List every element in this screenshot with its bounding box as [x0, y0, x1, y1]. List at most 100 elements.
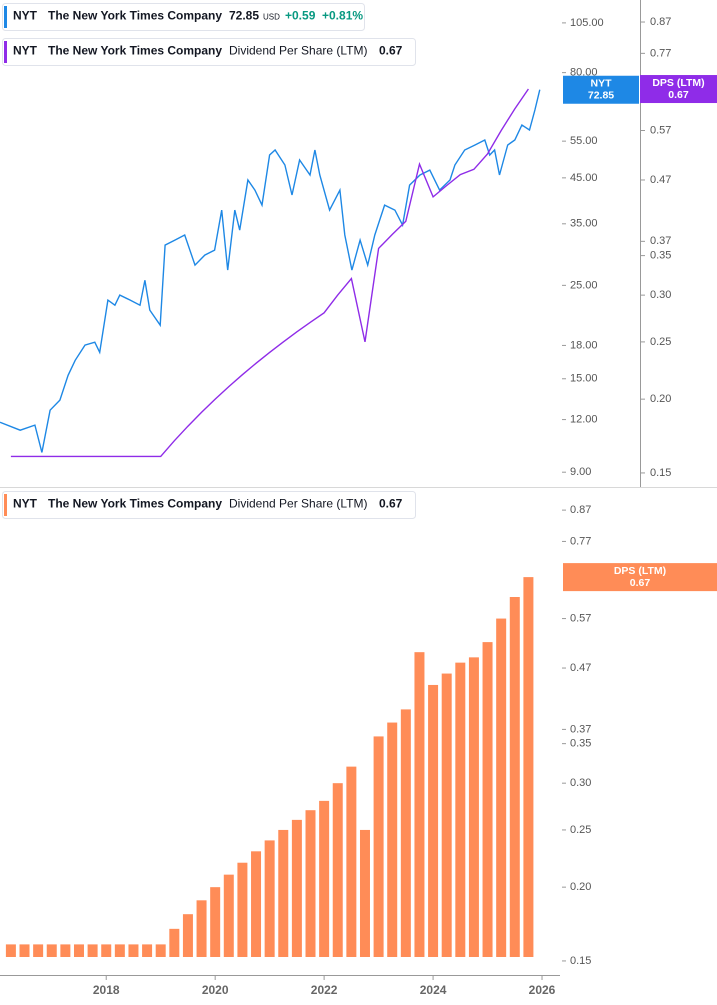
y2-tick-label: 0.25: [650, 336, 671, 348]
bar: [210, 887, 221, 957]
y-tick-label: 0.77: [570, 535, 591, 547]
y2-tick-label: 0.77: [650, 47, 671, 59]
legend-box: [2, 491, 416, 519]
bar: [455, 662, 466, 957]
series-line: [10, 88, 529, 458]
x-tick-label: 2020: [202, 983, 229, 997]
bar: [237, 862, 248, 957]
bar: [182, 914, 193, 957]
bar: [305, 810, 316, 957]
legend-swatch: [4, 41, 7, 63]
x-tick-label: 2018: [93, 983, 120, 997]
y-tick-label: 0.25: [570, 824, 591, 836]
bar: [5, 944, 16, 957]
last-value-tag: [563, 75, 639, 104]
tag-value: 72.85: [588, 90, 614, 102]
y2-tick-label: 0.35: [650, 250, 671, 262]
y2-tick-label: 0.37: [650, 235, 671, 247]
legend-name: The New York Times Company: [48, 9, 222, 23]
y2-tick-label: 0.57: [650, 124, 671, 136]
bar: [332, 783, 343, 957]
y-tick-label: 0.47: [570, 662, 591, 674]
bar: [73, 944, 84, 957]
legend-value: 0.67: [379, 497, 403, 511]
bar: [264, 840, 275, 957]
bar: [319, 800, 330, 957]
legend-change: +0.59: [285, 9, 316, 23]
bar: [346, 766, 357, 957]
legend-swatch: [4, 6, 7, 28]
y-tick-label: 0.15: [570, 955, 591, 967]
bar: [87, 944, 98, 957]
legend-change-percent: +0.81%: [322, 9, 363, 23]
x-tick-label: 2024: [420, 983, 447, 997]
y2-tick-label: 0.87: [650, 16, 671, 28]
last-value-tag: [563, 563, 717, 592]
bar: [400, 709, 411, 957]
bar: [169, 928, 180, 957]
y-tick-label: 45.00: [570, 172, 598, 184]
legend-symbol: NYT: [13, 9, 38, 23]
legend-price: 72.85: [229, 9, 259, 23]
legend-box: [2, 3, 365, 31]
legend-metric: Dividend Per Share (LTM): [229, 44, 368, 58]
bar: [482, 642, 493, 957]
y-tick-label: 15.00: [570, 373, 598, 385]
y-tick-label: 55.00: [570, 135, 598, 147]
y-tick-label: 105.00: [570, 17, 604, 29]
bar: [414, 652, 425, 957]
legend-symbol: NYT: [13, 44, 38, 58]
bar: [509, 597, 520, 957]
bar: [468, 657, 479, 957]
bar: [196, 900, 207, 957]
bar: [155, 944, 166, 957]
legend-name: The New York Times Company: [48, 44, 222, 58]
y-tick-label: 0.87: [570, 504, 591, 516]
y-tick-label: 0.20: [570, 881, 591, 893]
bar: [128, 944, 139, 957]
series-line: [0, 89, 541, 453]
tag-label: NYT: [591, 78, 613, 90]
tag-label: DPS (LTM): [652, 77, 704, 89]
bar: [101, 944, 112, 957]
bar: [278, 829, 289, 957]
legend-swatch: [4, 494, 7, 516]
y-tick-label: 25.00: [570, 279, 598, 291]
bar: [142, 944, 153, 957]
bar: [251, 851, 262, 957]
bar: [441, 673, 452, 957]
legend-metric: Dividend Per Share (LTM): [229, 497, 368, 511]
y-tick-label: 80.00: [570, 67, 598, 79]
bar: [46, 944, 57, 957]
y2-tick-label: 0.15: [650, 467, 671, 479]
bar: [60, 944, 71, 957]
bar: [428, 684, 439, 957]
y-tick-label: 35.00: [570, 218, 598, 230]
y-tick-label: 9.00: [570, 466, 591, 478]
y-tick-label: 18.00: [570, 339, 598, 351]
bar: [33, 944, 44, 957]
legend-currency: USD: [263, 13, 280, 22]
x-tick-label: 2026: [529, 983, 556, 997]
bar: [359, 829, 370, 957]
legend-value: 0.67: [379, 44, 403, 58]
y-tick-label: 12.00: [570, 413, 598, 425]
legend-name: The New York Times Company: [48, 497, 222, 511]
y-tick-label: 0.35: [570, 738, 591, 750]
bar: [291, 819, 302, 957]
legend-box: [2, 38, 416, 66]
bar: [387, 722, 398, 957]
bar: [223, 874, 234, 957]
y-tick-label: 0.30: [570, 777, 591, 789]
y2-tick-label: 0.20: [650, 393, 671, 405]
tag-value: 0.67: [630, 577, 651, 589]
y-tick-label: 0.57: [570, 612, 591, 624]
tag-label: DPS (LTM): [614, 565, 666, 577]
y-tick-label: 0.37: [570, 723, 591, 735]
x-tick-label: 2022: [311, 983, 338, 997]
last-value-tag: [640, 75, 717, 104]
bar: [496, 618, 507, 957]
bar: [114, 944, 125, 957]
y2-tick-label: 0.47: [650, 174, 671, 186]
